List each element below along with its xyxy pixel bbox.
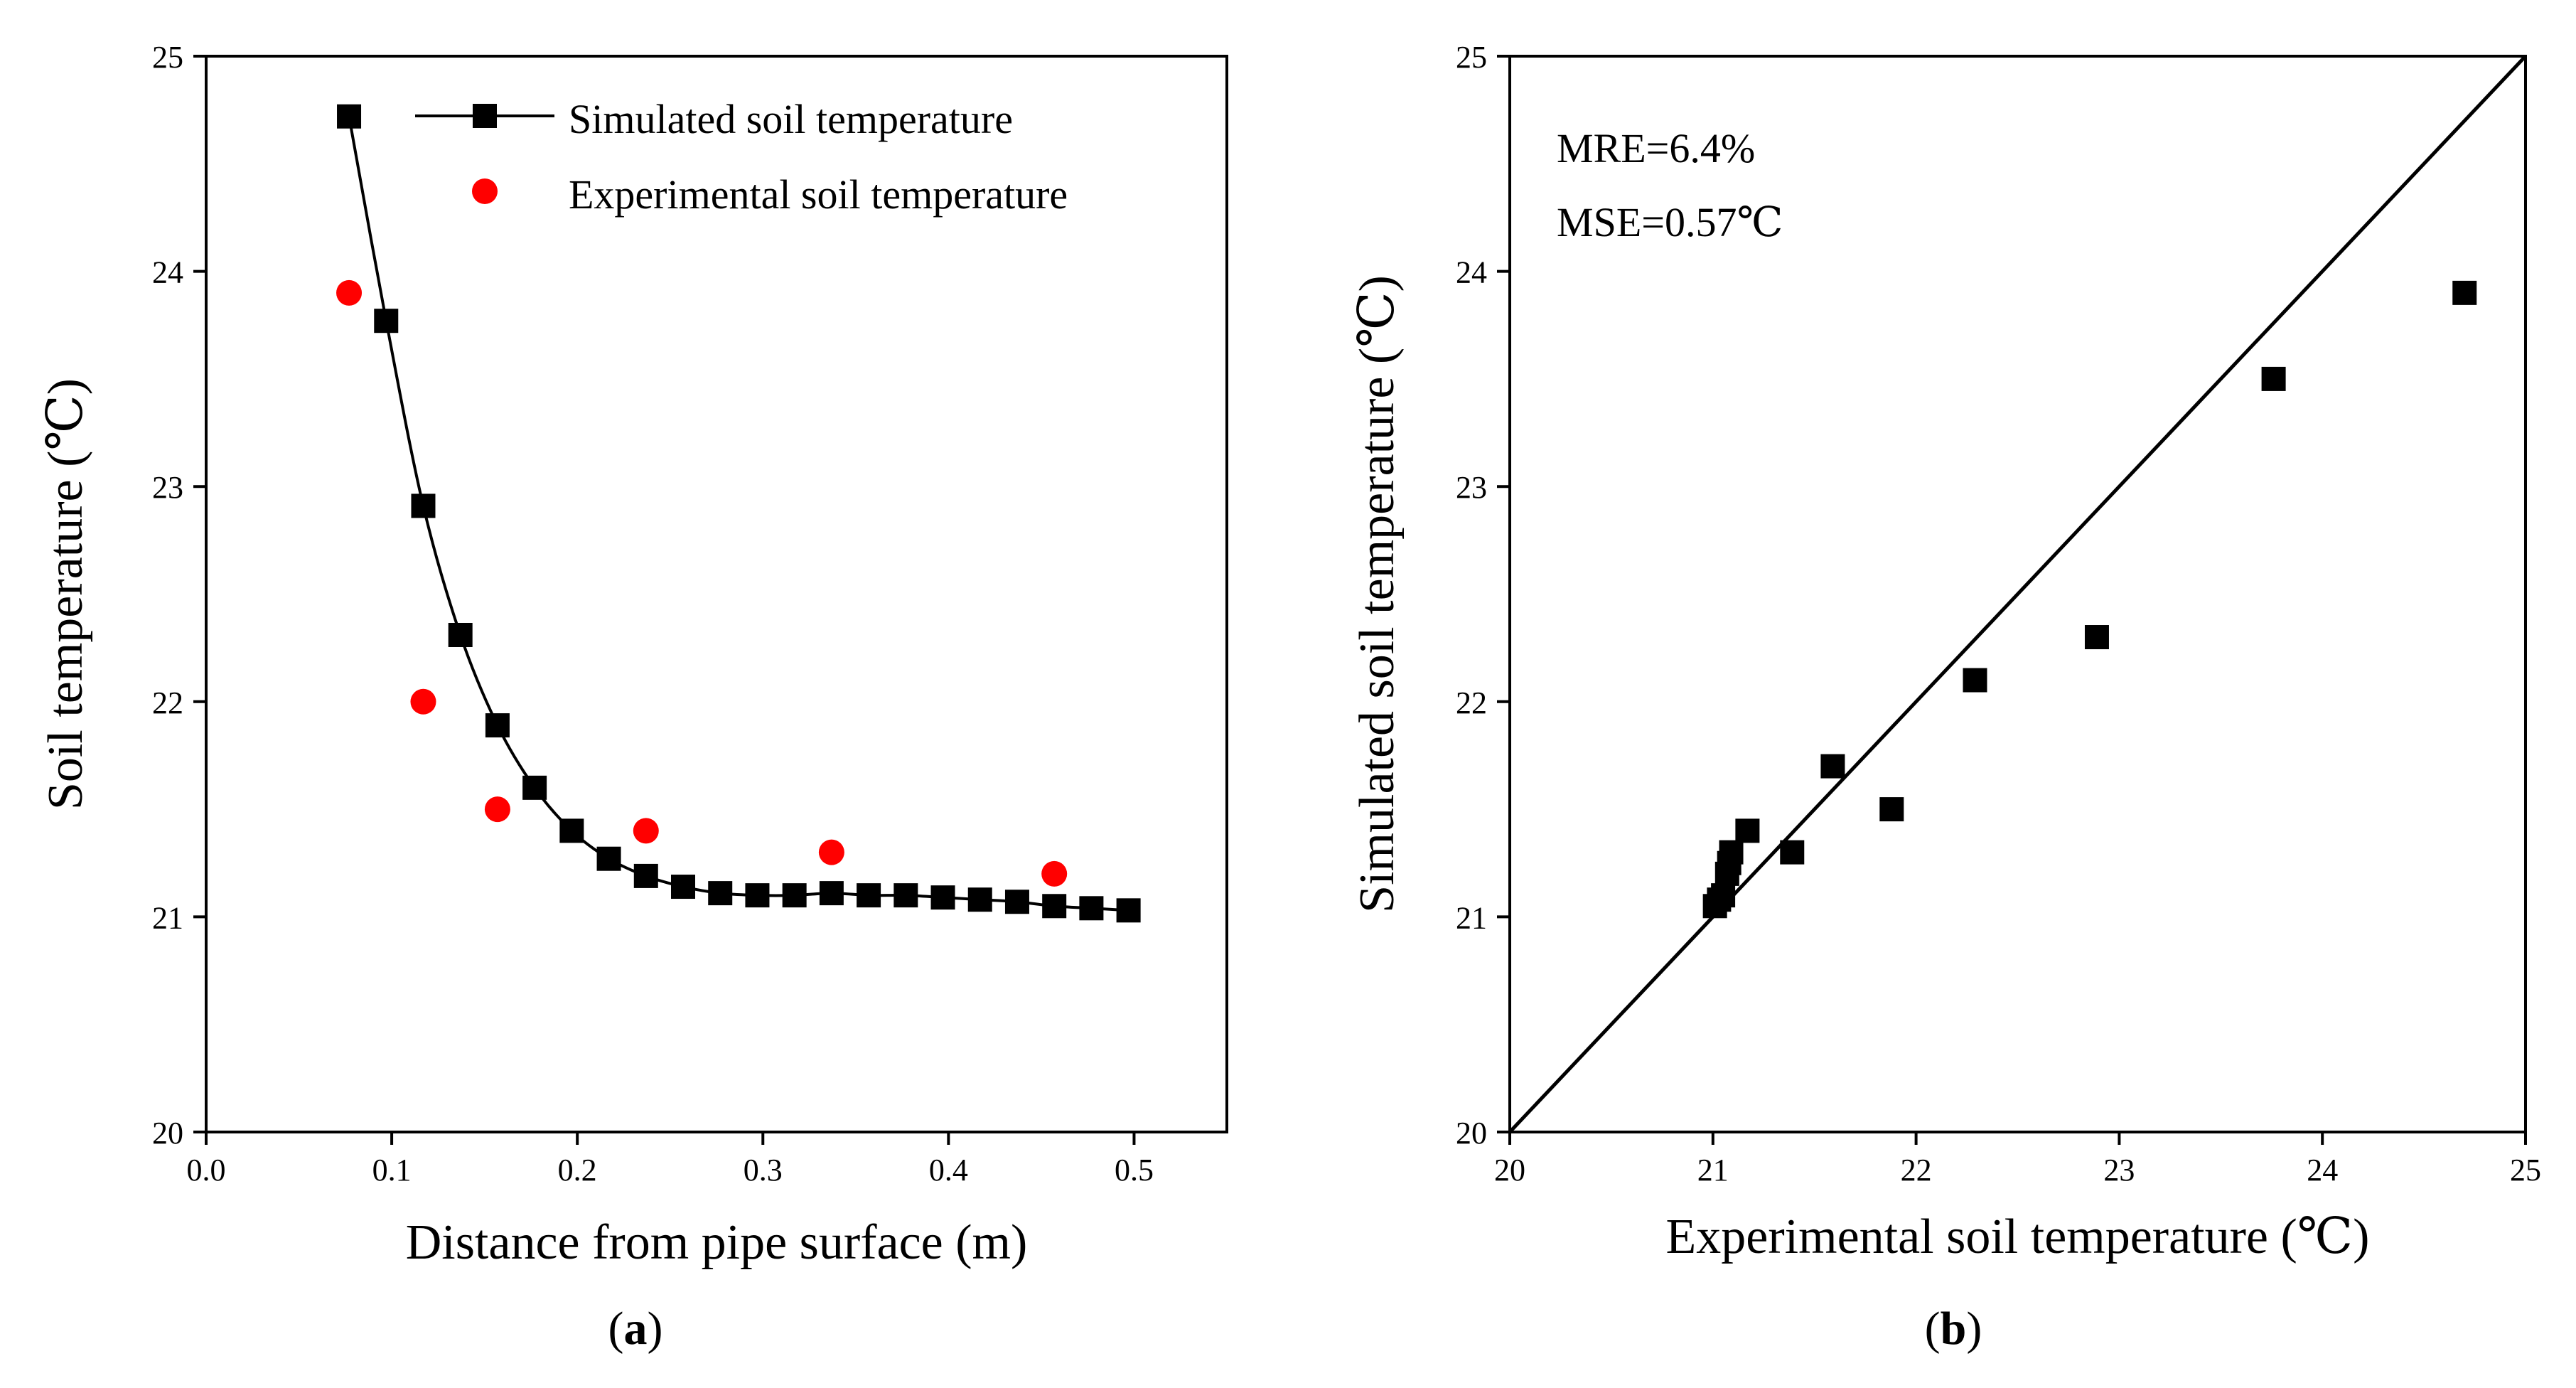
y-tick-label: 21 <box>1456 900 1487 935</box>
simulated-data-point <box>559 818 584 843</box>
simulated-data-point <box>708 881 733 906</box>
simulated-data-point <box>857 883 881 908</box>
scatter-data-point <box>1820 754 1845 779</box>
y-tick-label: 20 <box>152 1116 183 1151</box>
scatter-data-point <box>1879 797 1904 822</box>
mre-annotation: MRE=6.4% <box>1557 125 1755 171</box>
panel-b-ticks <box>1497 55 2527 1145</box>
x-tick-label: 0.0 <box>187 1153 226 1187</box>
scatter-data-point <box>1719 840 1744 865</box>
x-tick-label: 25 <box>2510 1153 2541 1187</box>
y-tick-label: 23 <box>1456 470 1487 505</box>
x-tick-label: 0.4 <box>929 1153 968 1187</box>
panel-b-caption: (b) <box>1925 1303 1982 1355</box>
panel-a-caption: (a) <box>608 1303 663 1355</box>
experimental-data-point <box>410 688 436 715</box>
simulated-data-point <box>1042 894 1067 919</box>
legend-simulated-square-swatch <box>473 104 497 128</box>
x-tick-label: 0.3 <box>744 1153 783 1187</box>
x-tick-label: 20 <box>1494 1153 1525 1187</box>
y-tick-label: 21 <box>152 900 183 935</box>
x-tick-label: 0.5 <box>1115 1153 1154 1187</box>
legend-experimental-circle-swatch <box>472 178 498 204</box>
panel-b-reference-line <box>1508 55 2527 1133</box>
simulated-data-point <box>967 887 992 912</box>
panel-a-x-axis-title: Distance from pipe surface (m) <box>406 1215 1028 1270</box>
simulated-data-point <box>671 875 696 899</box>
legend-experimental-label: Experimental soil temperature <box>569 171 1068 218</box>
simulated-data-point <box>596 846 621 871</box>
y-tick-label: 24 <box>1456 255 1487 290</box>
scatter-data-point <box>1711 883 1736 908</box>
panel-b-markers <box>1702 280 2477 919</box>
y-tick-label: 23 <box>152 470 183 505</box>
panel-a-experimental-markers <box>336 279 1068 887</box>
panel-b-tick-labels: 20 21 22 23 24 25 20 21 22 23 24 25 <box>1456 40 2541 1187</box>
scatter-data-point <box>1780 840 1805 865</box>
panel-a-y-axis-title: Soil temperature (℃) <box>38 378 93 810</box>
simulated-data-point <box>782 883 807 908</box>
y-tick-label: 22 <box>1456 685 1487 720</box>
y-tick-label: 22 <box>152 685 183 720</box>
y-tick-label: 24 <box>152 255 183 290</box>
experimental-data-point <box>1041 860 1068 887</box>
x-tick-label: 22 <box>1901 1153 1932 1187</box>
scatter-data-point <box>1963 668 1987 693</box>
y-tick-label: 25 <box>1456 40 1487 75</box>
experimental-data-point <box>336 279 363 306</box>
scatter-data-point <box>2452 280 2477 305</box>
x-tick-label: 23 <box>2103 1153 2135 1187</box>
panel-a-tick-labels: 0.0 0.1 0.2 0.3 0.4 0.5 20 21 22 23 24 25 <box>152 40 1154 1187</box>
x-tick-label: 0.2 <box>558 1153 597 1187</box>
simulated-data-point <box>1116 898 1141 923</box>
panel-b-y-axis-title: Simulated soil temperature (℃) <box>1350 275 1405 913</box>
panel-a-ticks <box>193 55 1136 1145</box>
simulated-data-point <box>745 883 770 908</box>
simulated-data-point <box>819 881 844 906</box>
panel-a-plot-frame <box>205 55 1228 1133</box>
panel-a-simulated-markers <box>337 104 1141 923</box>
x-tick-label: 21 <box>1697 1153 1729 1187</box>
panel-b-plot-frame <box>1508 55 2527 1133</box>
scatter-data-point <box>1735 818 1760 843</box>
simulated-data-point <box>337 104 362 129</box>
simulated-data-point <box>1079 896 1104 921</box>
simulated-data-point <box>522 775 547 800</box>
experimental-data-point <box>484 796 510 823</box>
mse-annotation: MSE=0.57℃ <box>1557 199 1783 245</box>
panel-b-chart: 20 21 22 23 24 25 20 21 22 23 24 25 MRE=6.4% MSE=0.… <box>1350 40 2541 1355</box>
x-tick-label: 24 <box>2307 1153 2338 1187</box>
y-tick-label: 20 <box>1456 1116 1487 1151</box>
panel-a-caption-letter: a <box>624 1303 648 1355</box>
simulated-data-point <box>930 885 955 910</box>
scatter-data-point <box>2084 625 2109 650</box>
simulated-data-point <box>893 883 918 908</box>
panel-b-caption-letter: b <box>1941 1303 1967 1355</box>
legend-simulated-label: Simulated soil temperature <box>569 96 1013 142</box>
experimental-data-point <box>818 839 844 865</box>
experimental-data-point <box>633 818 659 844</box>
panel-b-x-axis-title: Experimental soil temperature (℃) <box>1666 1210 2370 1264</box>
y-tick-label: 25 <box>152 40 183 75</box>
scatter-data-point <box>2261 366 2286 391</box>
x-tick-label: 0.1 <box>372 1153 412 1187</box>
simulated-data-point <box>485 713 510 738</box>
simulated-data-point <box>1004 890 1029 914</box>
simulated-data-point <box>374 309 399 333</box>
panel-a-legend: Simulated soil temperature Experimental … <box>415 96 1068 218</box>
simulated-data-point <box>448 622 473 647</box>
simulated-data-point <box>411 493 436 518</box>
panel-a-chart: 0.0 0.1 0.2 0.3 0.4 0.5 20 21 22 23 24 25 Simulated… <box>38 40 1228 1355</box>
simulated-data-point <box>633 863 658 888</box>
